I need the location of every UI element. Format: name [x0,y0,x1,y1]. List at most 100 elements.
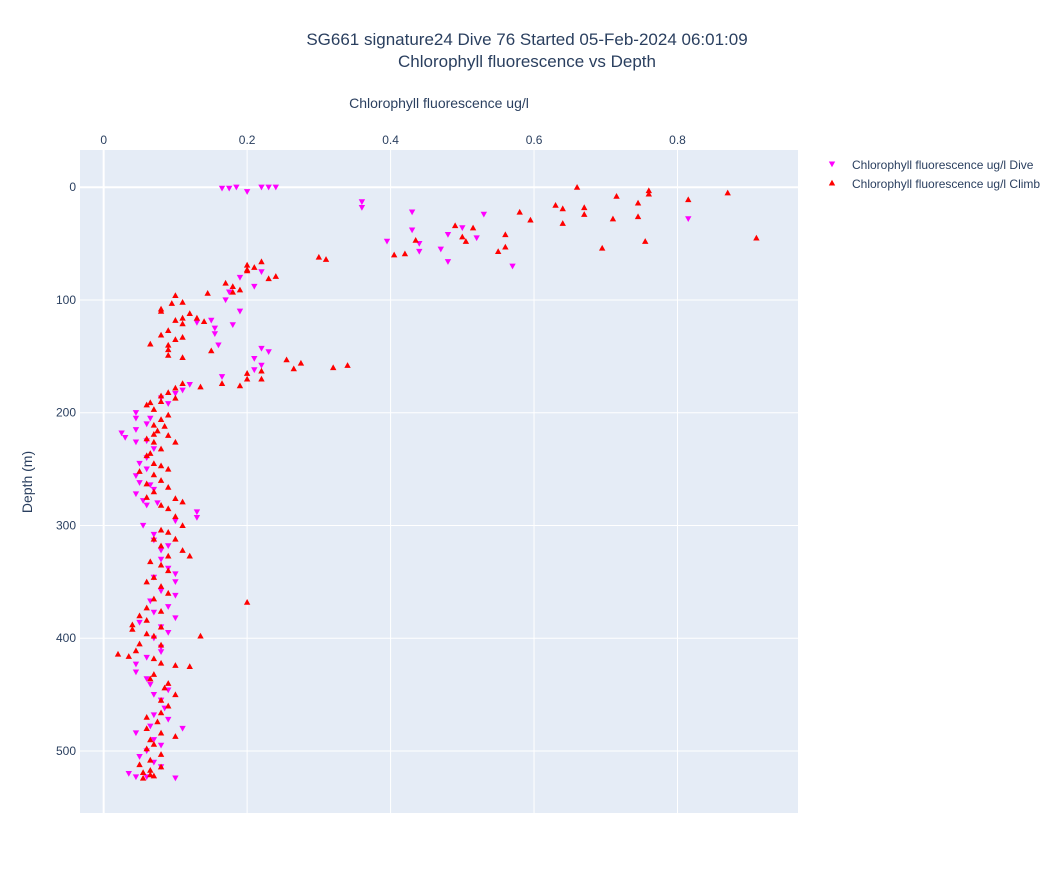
dive-point [437,246,444,253]
dive-point [147,681,154,688]
dive-point [218,374,226,380]
climb-point [322,256,330,262]
dive-point [132,730,140,737]
climb-point [157,659,165,666]
climb-point [143,452,150,459]
climb-point [165,529,172,535]
climb-point [258,258,265,265]
climb-point [179,380,186,386]
legend-item-dive[interactable]: Chlorophyll fluorescence ug/l Dive [828,158,1034,172]
climb-point [243,375,251,382]
climb-point [157,561,165,568]
climb-point [179,354,186,361]
climb-point [136,612,143,619]
climb-point [143,630,150,637]
climb-point [179,522,186,529]
climb-point [165,411,172,418]
climb-point [222,279,229,286]
climb-point [157,416,165,423]
dive-point [383,238,391,245]
dive-point [358,204,366,211]
climb-point [401,250,409,257]
climb-point [157,751,165,757]
climb-point [251,264,258,270]
dive-point [165,630,172,636]
chart-title-line1: SG661 signature24 Dive 76 Started 05-Feb… [306,30,747,49]
climb-point [147,558,154,565]
dive-point [118,430,125,437]
legend-item-climb[interactable]: Chlorophyll fluorescence ug/l Climb [828,177,1041,191]
dive-point [208,317,215,324]
climb-point [150,595,158,602]
climb-point [186,552,193,559]
dive-point [272,184,280,191]
dive-point [473,235,480,242]
climb-point [581,211,588,217]
dive-point [121,434,129,441]
dive-point [211,331,219,337]
climb-point [150,488,158,495]
dive-point [509,263,516,270]
climb-point [157,583,165,589]
dive-point [132,774,140,781]
climb-point [143,745,150,752]
dive-point [136,480,143,486]
dive-point [193,319,201,326]
dive-point [143,421,150,428]
climb-point [290,365,297,372]
climb-point [218,380,226,386]
dive-point [258,345,265,352]
dive-point [132,410,140,416]
climb-point [147,766,154,773]
dive-point [132,669,140,676]
dive-point [243,189,251,195]
dive-point [132,415,140,422]
climb-point [609,215,617,222]
dive-point [408,227,416,234]
climb-point [179,299,186,305]
dive-point [139,522,147,529]
dive-point [236,308,244,315]
climb-point [172,513,179,520]
legend[interactable]: Chlorophyll fluorescence ug/l Dive Chlor… [828,158,1041,191]
climb-point [258,367,265,374]
climb-point [344,362,351,368]
climb-point [469,224,477,231]
climb-point [172,394,179,401]
dive-point [233,184,240,191]
climb-point [645,187,653,194]
climb-point [150,671,158,677]
dive-point [229,322,236,328]
climb-point [150,406,158,412]
climb-point [229,283,236,289]
climb-point [494,248,502,255]
dive-point [150,446,158,453]
climb-point [157,398,165,405]
dive-point [136,460,143,467]
climb-point [161,684,168,691]
y-tick-label: 400 [56,631,76,645]
climb-point [143,616,150,623]
climb-point [559,205,566,212]
dive-point [444,259,452,265]
climb-point [236,286,244,293]
climb-point [197,383,204,390]
climb-point [243,598,251,605]
dive-point [143,502,150,509]
dive-point [147,723,154,730]
climb-point [150,471,158,478]
climb-point [157,697,165,703]
climb-point [193,314,201,321]
climb-point [154,427,161,434]
climb-point [150,460,158,467]
climb-point [258,375,265,382]
climb-point [634,213,642,220]
climb-point [204,289,211,296]
climb-point [125,653,132,659]
climb-point [129,621,136,628]
climb-point [165,483,172,490]
climb-point [598,244,606,251]
climb-point [157,729,165,736]
climb-point [136,640,143,647]
climb-point [157,477,165,483]
